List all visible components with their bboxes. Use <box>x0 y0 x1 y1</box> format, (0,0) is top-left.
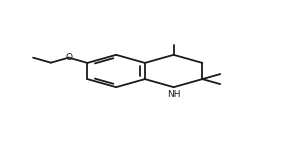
Text: O: O <box>65 53 72 62</box>
Text: NH: NH <box>167 90 180 99</box>
